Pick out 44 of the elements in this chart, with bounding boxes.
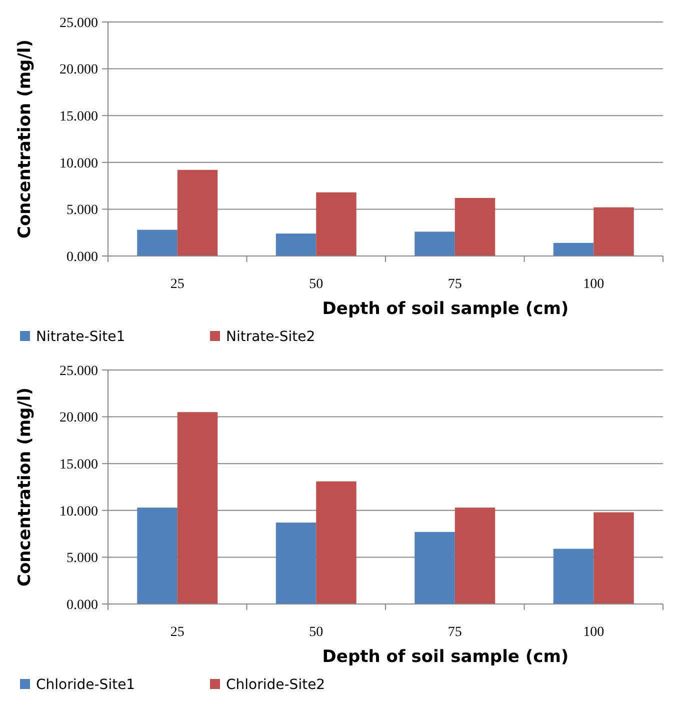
bar (454, 198, 496, 256)
legend-label: Nitrate-Site1 (36, 328, 126, 345)
bar (594, 207, 634, 256)
y-axis-title: Concentration (mg/l) (15, 387, 35, 587)
bar (137, 508, 178, 604)
y-tick-label: 20.000 (60, 410, 98, 426)
x-tick-label: 50 (309, 625, 324, 640)
x-tick-label: 50 (309, 277, 324, 292)
bar (553, 548, 594, 604)
bar (177, 412, 218, 604)
y-tick-label: 20.000 (60, 62, 98, 78)
legend-label: Chloride-Site2 (226, 676, 326, 693)
bar (276, 522, 316, 604)
y-tick-label: 10.000 (60, 156, 98, 172)
y-axis-title: Concentration (mg/l) (15, 39, 35, 239)
x-tick-label: 25 (170, 277, 184, 292)
bar (454, 508, 496, 604)
y-tick-label: 0.000 (66, 250, 98, 265)
bar (414, 232, 455, 256)
y-tick-label: 15.000 (60, 110, 98, 124)
y-tick-label: 10.000 (60, 504, 98, 520)
legend-label: Nitrate-Site2 (226, 328, 316, 345)
x-axis-title: Depth of soil sample (cm) (322, 647, 569, 667)
y-tick-label: 25.000 (60, 16, 98, 31)
x-tick-label: 100 (583, 277, 604, 292)
y-tick-label: 25.000 (60, 364, 98, 379)
bar (276, 234, 316, 256)
bar (177, 170, 218, 256)
y-tick-label: 0.000 (66, 598, 98, 613)
bar (316, 192, 356, 256)
bar (316, 481, 356, 604)
bar (553, 242, 594, 256)
x-tick-label: 25 (170, 625, 184, 640)
bar (137, 230, 178, 256)
y-tick-label: 5.000 (66, 203, 98, 218)
y-tick-label: 15.000 (60, 458, 98, 472)
x-tick-label: 75 (448, 625, 462, 640)
bar (594, 512, 634, 604)
x-axis-title: Depth of soil sample (cm) (322, 299, 569, 319)
x-tick-label: 75 (448, 277, 462, 292)
legend-label: Chloride-Site1 (36, 676, 136, 693)
y-tick-label: 5.000 (66, 551, 98, 566)
bar (414, 532, 455, 604)
x-tick-label: 100 (583, 625, 604, 640)
